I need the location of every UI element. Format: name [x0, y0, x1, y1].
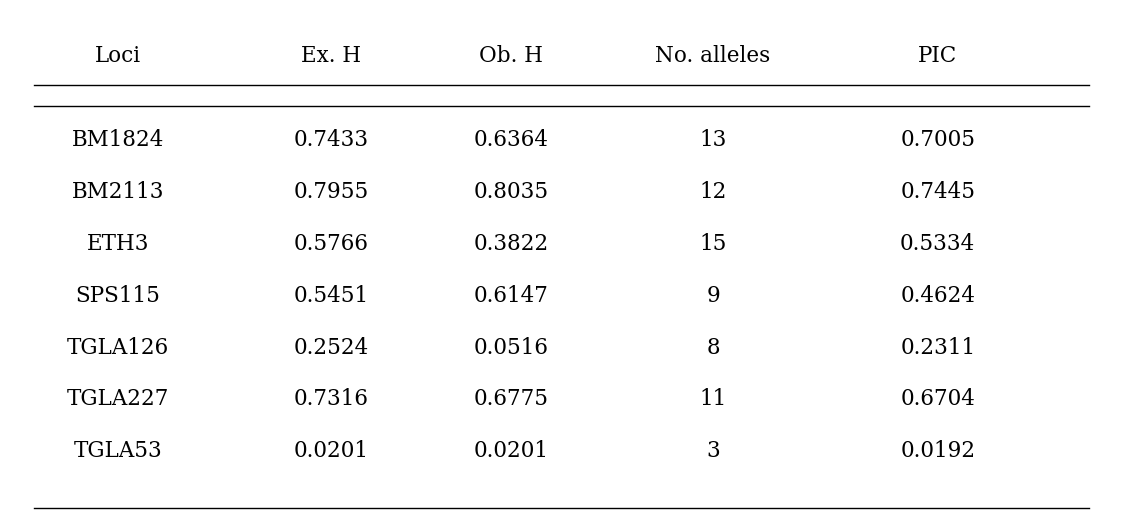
Text: TGLA227: TGLA227: [66, 388, 170, 411]
Text: 8: 8: [706, 336, 720, 359]
Text: TGLA126: TGLA126: [66, 336, 170, 359]
Text: 0.4624: 0.4624: [901, 285, 975, 307]
Text: 0.6775: 0.6775: [474, 388, 548, 411]
Text: 0.7005: 0.7005: [901, 129, 975, 151]
Text: 0.0192: 0.0192: [901, 440, 975, 462]
Text: 0.0516: 0.0516: [474, 336, 548, 359]
Text: 0.7955: 0.7955: [293, 181, 369, 203]
Text: TGLA53: TGLA53: [73, 440, 163, 462]
Text: 0.0201: 0.0201: [474, 440, 548, 462]
Text: 9: 9: [706, 285, 720, 307]
Text: 0.7445: 0.7445: [901, 181, 975, 203]
Text: BM2113: BM2113: [72, 181, 164, 203]
Text: BM1824: BM1824: [72, 129, 164, 151]
Text: 0.5334: 0.5334: [900, 233, 976, 255]
Text: 0.5766: 0.5766: [294, 233, 368, 255]
Text: 0.7316: 0.7316: [294, 388, 368, 411]
Text: 0.0201: 0.0201: [294, 440, 368, 462]
Text: 3: 3: [706, 440, 720, 462]
Text: 13: 13: [700, 129, 727, 151]
Text: 11: 11: [700, 388, 727, 411]
Text: 12: 12: [700, 181, 727, 203]
Text: Loci: Loci: [94, 44, 141, 67]
Text: 0.2524: 0.2524: [293, 336, 369, 359]
Text: PIC: PIC: [919, 44, 957, 67]
Text: Ob. H: Ob. H: [480, 44, 542, 67]
Text: 0.7433: 0.7433: [294, 129, 368, 151]
Text: 0.6147: 0.6147: [474, 285, 548, 307]
Text: 0.3822: 0.3822: [473, 233, 549, 255]
Text: ETH3: ETH3: [86, 233, 149, 255]
Text: 15: 15: [700, 233, 727, 255]
Text: 0.8035: 0.8035: [474, 181, 548, 203]
Text: 0.5451: 0.5451: [294, 285, 368, 307]
Text: Ex. H: Ex. H: [301, 44, 362, 67]
Text: 0.6704: 0.6704: [901, 388, 975, 411]
Text: 0.2311: 0.2311: [901, 336, 975, 359]
Text: No. alleles: No. alleles: [656, 44, 770, 67]
Text: SPS115: SPS115: [75, 285, 161, 307]
Text: 0.6364: 0.6364: [474, 129, 548, 151]
